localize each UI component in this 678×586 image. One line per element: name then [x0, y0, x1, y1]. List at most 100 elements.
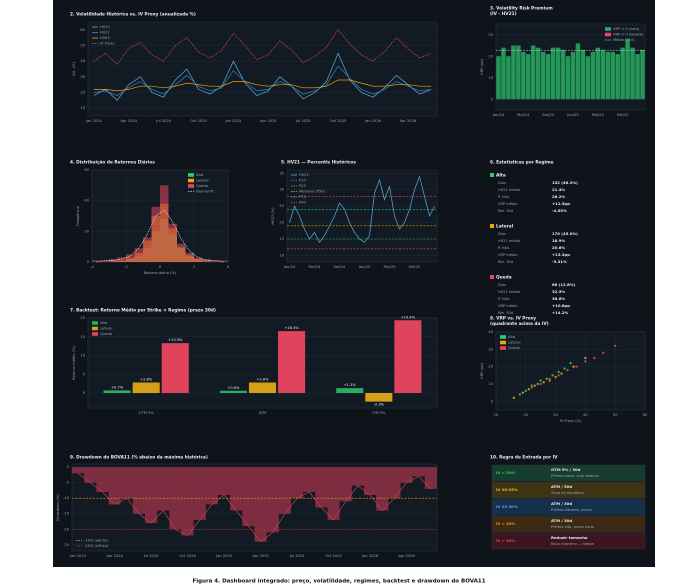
bar — [565, 56, 571, 100]
legend-label: Alta — [508, 335, 515, 339]
bar — [511, 45, 516, 100]
x-tick-label: Oct 2024 — [179, 554, 196, 558]
stat-label: HV21 médio — [498, 239, 520, 243]
stat-label: P. Hist. — [498, 246, 510, 250]
stat-label: Ret. 30d — [498, 209, 513, 213]
series-line — [93, 65, 432, 96]
bar — [132, 382, 160, 393]
stat-label: P. Hist. — [498, 195, 510, 199]
stat-value: +14.2% — [552, 310, 569, 315]
x-tick-label: Jul 2025 — [295, 119, 311, 123]
x-tick-label: Jul 2024 — [155, 119, 171, 123]
area-slice — [388, 467, 401, 499]
series-line — [93, 29, 432, 65]
x-tick-label: 2 — [193, 265, 195, 269]
x-tick-label: Apr 2025 — [252, 554, 269, 558]
legend-label: VRP > 0 (caro) — [613, 27, 640, 31]
scatter-point — [527, 388, 530, 391]
legend-label: Mediana (P50) — [299, 190, 326, 194]
x-tick-label: Set/25 — [409, 265, 421, 269]
regime-name: Lateral — [496, 224, 514, 230]
x-tick-label: 40 — [583, 413, 588, 417]
x-tick-label: Oct 2025 — [325, 554, 342, 558]
x-tick-label: Apr 2026 — [398, 554, 415, 558]
scatter-point — [548, 379, 551, 382]
chart-subtitle: (quadrante acima da IV) — [490, 321, 549, 327]
x-tick-label: Apr 2024 — [120, 119, 137, 123]
y-tick-label: 20 — [80, 91, 85, 95]
scatter-point — [584, 356, 587, 360]
bar — [219, 390, 247, 393]
area-slice — [157, 467, 170, 511]
rule-note: Zona de equilíbrio — [551, 491, 584, 495]
rule-condition: IV > 40% — [496, 538, 515, 543]
area-slice — [145, 467, 158, 524]
scatter-point — [554, 375, 557, 379]
stat-value: +10.8pp — [552, 303, 570, 308]
rule-strike: OTM 5% / 30d — [551, 467, 581, 472]
chart-title: 3. Volatility Risk Premium — [490, 6, 553, 12]
legend-label: HV10 — [100, 25, 110, 29]
x-tick-label: 50 — [613, 413, 618, 417]
area-slice — [278, 467, 291, 514]
y-tick-label: 15 — [80, 335, 85, 339]
rule-strike: ATM / 30d — [551, 484, 572, 489]
histogram-bar — [126, 254, 135, 262]
legend-label: HV63 — [100, 36, 110, 40]
x-tick-label: Apr 2025 — [260, 119, 277, 123]
y-tick-label: 0 — [87, 260, 90, 264]
y-tick-label: 20 — [84, 229, 89, 233]
legend-swatch — [500, 335, 506, 339]
histogram-bar — [177, 243, 186, 262]
figure-caption: Figura 4. Dashboard integrado: preço, vo… — [192, 579, 485, 585]
legend-label: P10 — [299, 179, 306, 183]
scatter-point — [593, 356, 596, 360]
y-tick-label: 20 — [488, 365, 493, 369]
y-tick-label: 30 — [279, 188, 284, 192]
scatter-point — [557, 374, 560, 377]
bar — [575, 43, 581, 100]
x-tick-label: ITM 5% — [372, 411, 386, 415]
area-slice — [120, 467, 133, 499]
y-tick-label: 25 — [279, 204, 284, 208]
area-slice — [242, 467, 255, 527]
rule-strike: ATM / 30d — [551, 501, 572, 506]
area-slice — [96, 467, 109, 492]
stat-label: P. Hist. — [498, 297, 510, 301]
stat-value: 18.9% — [552, 238, 565, 243]
x-tick-label: 60 — [643, 413, 648, 417]
area-slice — [315, 467, 328, 508]
legend-label: Lateral — [100, 327, 113, 331]
y-tick-label: 10 — [279, 253, 284, 257]
histogram-bar — [100, 260, 109, 262]
bar — [580, 49, 586, 100]
fit-line — [96, 209, 224, 263]
y-tick-label: -20 — [63, 527, 70, 531]
histogram-bar — [143, 237, 152, 262]
y-tick-label: 5 — [83, 372, 85, 376]
legend-label: Média (21d) — [613, 38, 635, 42]
histogram-bar — [151, 206, 160, 262]
histogram-bar — [211, 260, 220, 262]
stat-label: HV21 médio — [498, 290, 520, 294]
value-label: +19.4% — [401, 315, 416, 319]
regime-name: Alta — [496, 173, 506, 179]
plot-area — [495, 23, 646, 111]
y-tick-label: 40 — [80, 59, 85, 63]
legend-swatch — [92, 326, 98, 331]
scatter-point — [518, 393, 522, 396]
rule-strike: ATM / 30d — [551, 518, 572, 523]
x-tick-label: Apr 2026 — [400, 119, 417, 123]
stat-value: 36.6% — [552, 296, 565, 301]
stat-label: Ret. 30d — [498, 260, 513, 264]
stat-value: -4.55% — [552, 208, 567, 213]
legend-swatch — [92, 321, 98, 325]
rule-condition: IV < 20% — [496, 470, 515, 475]
stat-label: Dias — [498, 283, 506, 287]
legend-label: P75 — [299, 195, 306, 199]
bar — [336, 388, 364, 393]
x-tick-label: Jan/24 — [492, 113, 505, 117]
rule-row — [491, 498, 646, 516]
stat-value: 21.4% — [552, 187, 565, 192]
